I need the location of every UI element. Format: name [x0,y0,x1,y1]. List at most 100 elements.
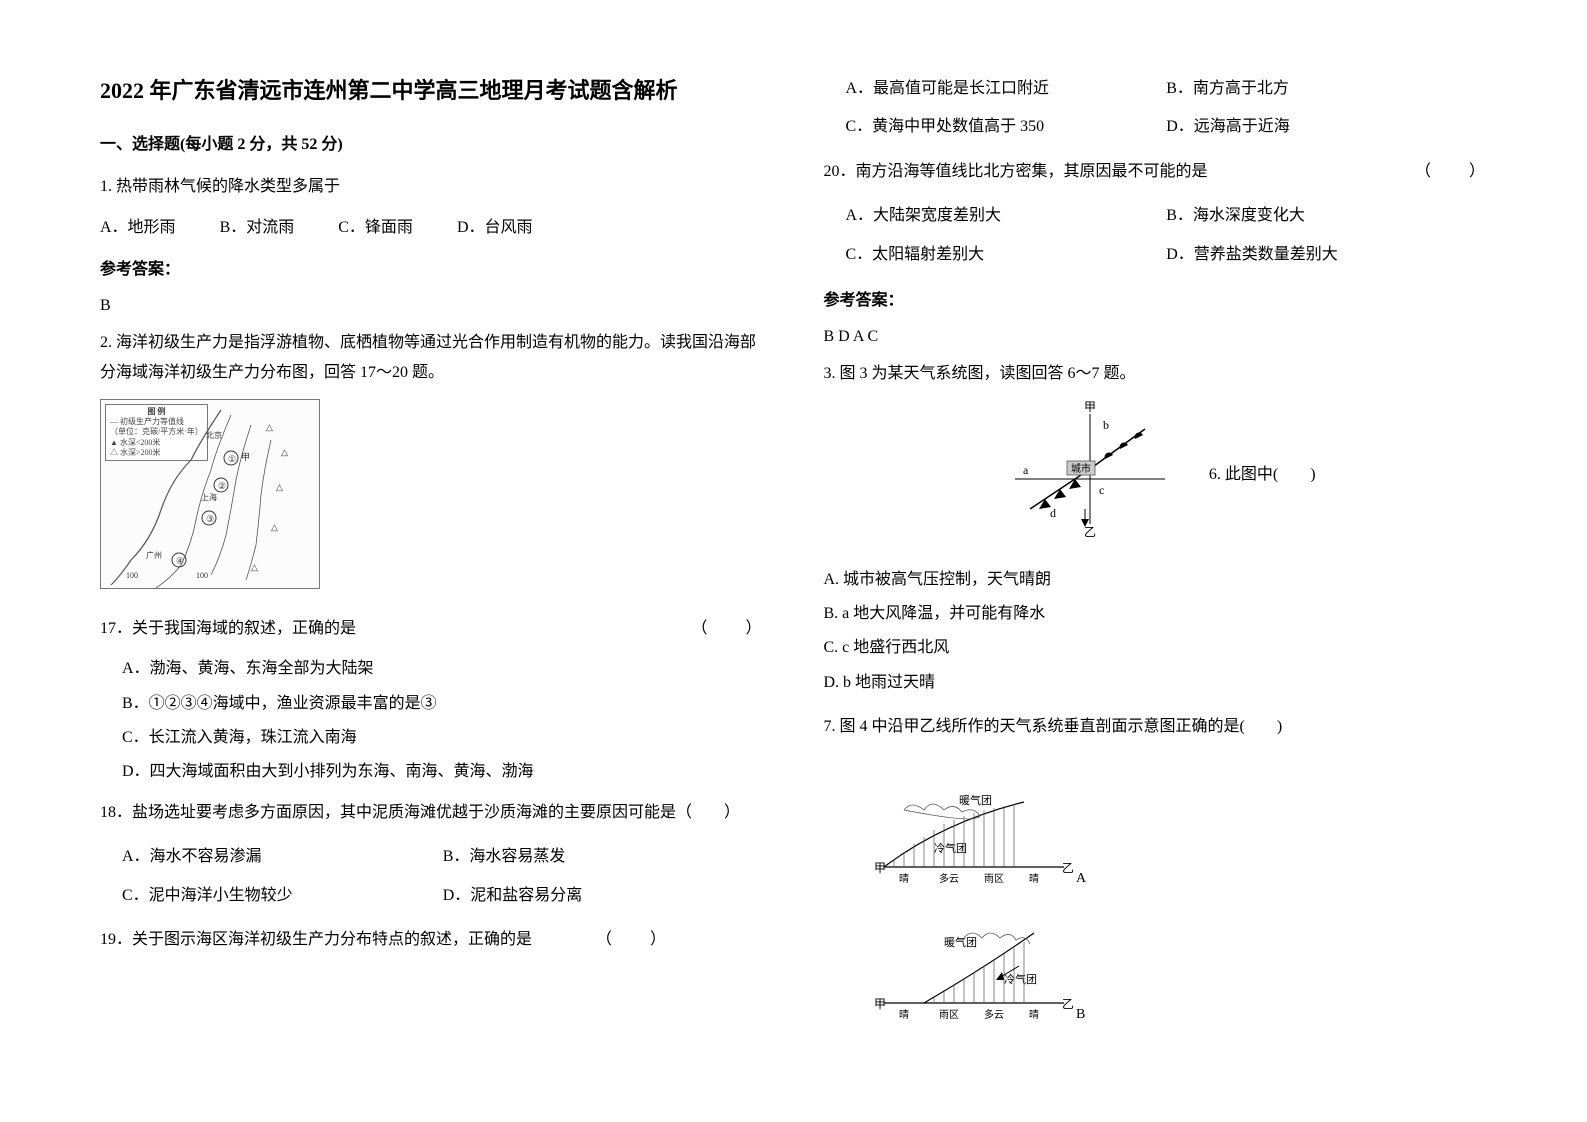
right-column: A．最高值可能是长江口附近 B．南方高于北方 C．黄海中甲处数值高于 350 D… [824,70,1488,1053]
q19-opt-a: A．最高值可能是长江口附近 [846,74,1167,104]
question-7: 7. 图 4 中沿甲乙线所作的天气系统垂直剖面示意图正确的是( ) [824,712,1488,742]
cross-a-w3: 雨区 [984,873,1004,885]
fig3-jia: 甲 [1084,400,1096,414]
question-20: 20．南方沿海等值线比北方密集，其原因最不可能的是 （ ） [824,157,1488,187]
q20-answer-head: 参考答案： [824,286,1488,316]
question-19: 19．关于图示海区海洋初级生产力分布特点的叙述，正确的是 （ ） [100,925,764,955]
fig3-c: c [1099,483,1104,497]
q6-options: A. 城市被高气压控制，天气晴朗 B. a 地大风降温，并可能有降水 C. c … [824,565,1488,699]
svg-text:①: ① [228,454,236,464]
fig3-a: a [1023,463,1029,477]
cross-a-warm: 暖气团 [959,793,992,807]
q18-opt-a: A．海水不容易渗漏 [122,842,443,872]
cross-a-jia: 甲 [874,861,886,875]
exam-page: 2022 年广东省清远市连州第二中学高三地理月考试题含解析 一、选择题(每小题 … [100,70,1487,1053]
q6-opt-a: A. 城市被高气压控制，天气晴朗 [824,565,1488,595]
cross-a-w2: 多云 [939,872,959,885]
q19-opt-c: C．黄海中甲处数值高于 350 [846,112,1167,142]
svg-text:△: △ [271,522,278,532]
q6-stem: 6. 此图中( ) [1209,460,1316,490]
svg-text:②: ② [218,481,226,491]
q2-intro: 2. 海洋初级生产力是指浮游植物、底栖植物等通过光合作用制造有机物的能力。读我国… [100,328,764,389]
q3-intro: 3. 图 3 为某天气系统图，读图回答 6～7 题。 [824,359,1488,389]
q18-opt-b: B．海水容易蒸发 [443,842,764,872]
fig3-b: b [1103,418,1109,432]
q1-opt-a: A．地形雨 [100,213,176,243]
q19-opt-b: B．南方高于北方 [1166,74,1487,104]
q17-opt-d: D．四大海域面积由大到小排列为东海、南海、黄海、渤海 [122,757,764,787]
svg-text:△: △ [266,422,273,432]
svg-text:△: △ [281,447,288,457]
q1-stem: 1. 热带雨林气候的降水类型多属于 [100,172,764,202]
map-figure-box: 图 例 — 初级生产力等值线 （单位：克碳/平方米·年） ▲ 水深<200米 △… [100,399,320,589]
q1-opt-d: D．台风雨 [457,213,533,243]
fig3-d: d [1050,506,1056,520]
q18-options: A．海水不容易渗漏 B．海水容易蒸发 C．泥中海洋小生物较少 D．泥和盐容易分离 [122,838,764,915]
cross-b-cold: 冷气团 [1004,972,1037,986]
svg-text:△: △ [276,482,283,492]
map-guangzhou-label: 广州 [146,550,162,560]
svg-text:△: △ [251,562,258,572]
q18-opt-c: C．泥中海洋小生物较少 [122,881,443,911]
weather-figure: 城市 甲 乙 a b c d 6. 此图中( ) [824,399,1488,550]
q18-stem: 18．盐场选址要考虑多方面原因，其中泥质海滩优越于沙质海滩的主要原因可能是（ ） [100,798,764,828]
q1-opt-b: B．对流雨 [220,213,295,243]
svg-text:④: ④ [176,556,184,566]
map-svg: ① ② ③ ④ 甲 北京 上海 广州 △ △ △ △ △ 100 [101,400,321,590]
cross-b-w1: 晴 [899,1008,909,1021]
fig3-yi: 乙 [1084,525,1096,539]
svg-text:③: ③ [206,514,214,524]
question-17: 17．关于我国海域的叙述，正确的是 （ ） [100,614,764,644]
q19-opt-d: D．远海高于近海 [1166,112,1487,142]
cross-section-a: 暖气团 冷气团 甲 乙 晴 多云 雨区 晴 A [864,782,1488,903]
q20-opt-c: C．太阳辐射差别大 [846,240,1167,270]
svg-text:100: 100 [126,571,138,580]
q20-paren: （ ） [1415,157,1487,187]
fig3-city-label: 城市 [1071,462,1091,475]
page-title: 2022 年广东省清远市连州第二中学高三地理月考试题含解析 [100,70,764,112]
cross-b-jia: 甲 [874,997,886,1011]
cross-b-w3: 多云 [984,1008,1004,1021]
cross-b-letter: B [1076,1007,1085,1022]
cross-a-svg: 暖气团 冷气团 甲 乙 晴 多云 雨区 晴 A [864,782,1094,892]
q17-options: A．渤海、黄海、东海全部为大陆架 B．①②③④海域中，渔业资源最丰富的是③ C．… [122,654,764,788]
cross-a-w1: 晴 [899,872,909,885]
q1-answer: B [100,291,764,321]
q17-opt-a: A．渤海、黄海、东海全部为大陆架 [122,654,764,684]
q20-opt-b: B．海水深度变化大 [1166,201,1487,231]
weather-svg: 城市 甲 乙 a b c d [995,399,1185,539]
map-shanghai-label: 上海 [201,492,217,502]
q20-stem: 20．南方沿海等值线比北方密集，其原因最不可能的是 [824,163,1208,180]
cross-section-b: 暖气团 冷气团 甲 乙 晴 雨区 多云 晴 B [864,918,1488,1039]
q1-options: A．地形雨 B．对流雨 C．锋面雨 D．台风雨 [100,213,764,243]
cross-a-cold: 冷气团 [934,841,967,855]
svg-text:100: 100 [196,571,208,580]
question-18: 18．盐场选址要考虑多方面原因，其中泥质海滩优越于沙质海滩的主要原因可能是（ ） [100,798,764,828]
q19-stem: 19．关于图示海区海洋初级生产力分布特点的叙述，正确的是 [100,931,532,948]
q20-opt-d: D．营养盐类数量差别大 [1166,240,1487,270]
q20-options: A．大陆架宽度差别大 B．海水深度变化大 C．太阳辐射差别大 D．营养盐类数量差… [846,197,1488,274]
section-heading: 一、选择题(每小题 2 分，共 52 分) [100,130,764,160]
q1-opt-c: C．锋面雨 [338,213,413,243]
q7-stem: 7. 图 4 中沿甲乙线所作的天气系统垂直剖面示意图正确的是( ) [824,718,1283,735]
cross-b-w2: 雨区 [939,1009,959,1021]
q19-options: A．最高值可能是长江口附近 B．南方高于北方 C．黄海中甲处数值高于 350 D… [846,70,1488,147]
cross-b-yi: 乙 [1062,997,1074,1011]
q1-answer-head: 参考答案： [100,255,764,285]
q17-stem: 17．关于我国海域的叙述，正确的是 [100,620,356,637]
q6-opt-d: D. b 地雨过天晴 [824,668,1488,698]
svg-text:甲: 甲 [241,452,250,462]
q6-opt-b: B. a 地大风降温，并可能有降水 [824,599,1488,629]
cross-b-warm: 暖气团 [944,935,977,949]
q20-opt-a: A．大陆架宽度差别大 [846,201,1167,231]
q6-opt-c: C. c 地盛行西北风 [824,633,1488,663]
q17-opt-b: B．①②③④海域中，渔业资源最丰富的是③ [122,689,764,719]
q19-paren: （ ） [596,931,668,948]
q20-answer: B D A C [824,322,1488,352]
cross-a-yi: 乙 [1062,861,1074,875]
left-column: 2022 年广东省清远市连州第二中学高三地理月考试题含解析 一、选择题(每小题 … [100,70,764,1053]
question-1: 1. 热带雨林气候的降水类型多属于 [100,172,764,202]
cross-b-w4: 晴 [1029,1008,1039,1021]
map-beijing-label: 北京 [206,430,222,440]
cross-a-letter: A [1076,871,1087,886]
